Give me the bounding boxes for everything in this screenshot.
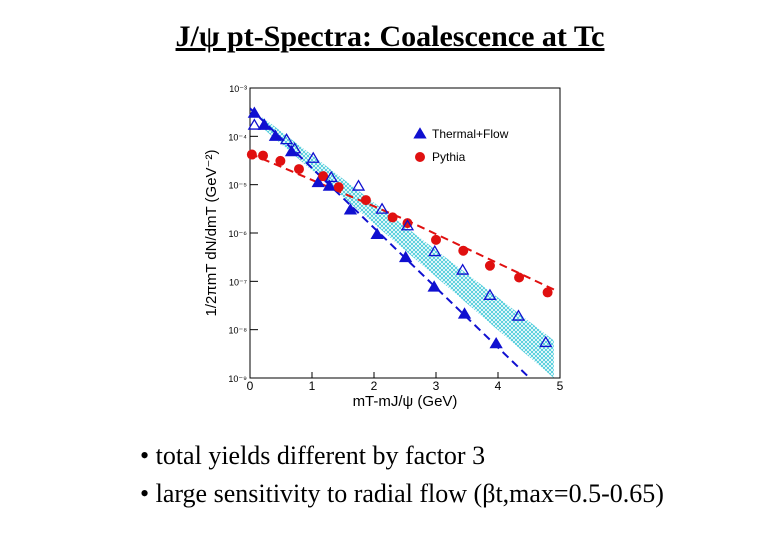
point	[398, 250, 413, 263]
legend-marker	[415, 152, 425, 162]
x-axis-label: mT-mJ/ψ (GeV)	[353, 393, 458, 410]
y-tick-label: 10⁻⁶	[229, 229, 248, 239]
point	[400, 219, 415, 231]
x-tick-label: 4	[495, 379, 502, 393]
x-tick-label: 5	[557, 379, 564, 393]
y-tick-label: 10⁻⁹	[228, 374, 247, 384]
point	[483, 288, 497, 300]
x-tick-label: 1	[309, 379, 316, 393]
y-axis-label: 1/2πmT dN/dmT (GeV⁻²)	[203, 150, 220, 317]
point	[247, 106, 261, 118]
y-tick-label: 10⁻⁷	[229, 277, 247, 287]
point	[511, 309, 526, 321]
point	[247, 118, 261, 130]
point	[279, 132, 294, 145]
x-tick-label: 0	[247, 379, 254, 393]
point	[427, 280, 441, 292]
x-tick-label: 2	[371, 379, 378, 393]
point	[288, 142, 302, 154]
point	[458, 245, 469, 256]
chart-background	[193, 80, 579, 411]
point	[343, 203, 358, 215]
point	[457, 307, 472, 319]
plot: 0 1 2 3 4 5 10⁻⁹ 10⁻⁸ 10⁻⁷ 10⁻⁶ 10⁻⁵ 10⁻⁴ 10⁻³ mT-mJ/…	[203, 84, 564, 410]
legend-label: Pythia	[432, 150, 466, 164]
point	[456, 263, 470, 275]
point	[370, 227, 384, 240]
bullet: • large sensitivity to radial flow (βt,m…	[140, 479, 664, 508]
legend-label: Thermal+Flow	[432, 127, 509, 141]
y-tick-label: 10⁻⁴	[228, 132, 247, 142]
fit-line	[250, 152, 556, 291]
point	[311, 175, 325, 188]
point	[360, 195, 371, 206]
point	[257, 118, 271, 130]
point	[542, 287, 553, 298]
legend-marker	[413, 127, 427, 139]
point	[324, 170, 338, 183]
point	[306, 151, 320, 163]
x-tick-label: 3	[433, 379, 440, 393]
point	[489, 337, 503, 349]
point	[268, 129, 283, 141]
point	[387, 212, 398, 223]
point	[351, 179, 366, 191]
point	[275, 155, 286, 166]
point	[375, 202, 389, 214]
y-tick-label: 10⁻⁵	[229, 181, 248, 191]
point	[318, 171, 329, 182]
slide-title: J/ψ pt-Spectra: Coalescence at Tc	[176, 20, 605, 53]
point	[431, 234, 441, 245]
point	[428, 244, 442, 257]
point	[322, 179, 336, 191]
point	[539, 335, 553, 348]
point	[258, 150, 269, 161]
y-tick-label: 10⁻³	[229, 84, 247, 94]
point	[333, 182, 344, 193]
point	[514, 272, 525, 283]
point	[484, 260, 495, 271]
bullet: • total yields different by factor 3	[140, 441, 485, 470]
y-tick-label: 10⁻⁸	[228, 326, 247, 336]
point	[293, 164, 304, 175]
point	[246, 149, 257, 160]
band	[262, 117, 554, 378]
